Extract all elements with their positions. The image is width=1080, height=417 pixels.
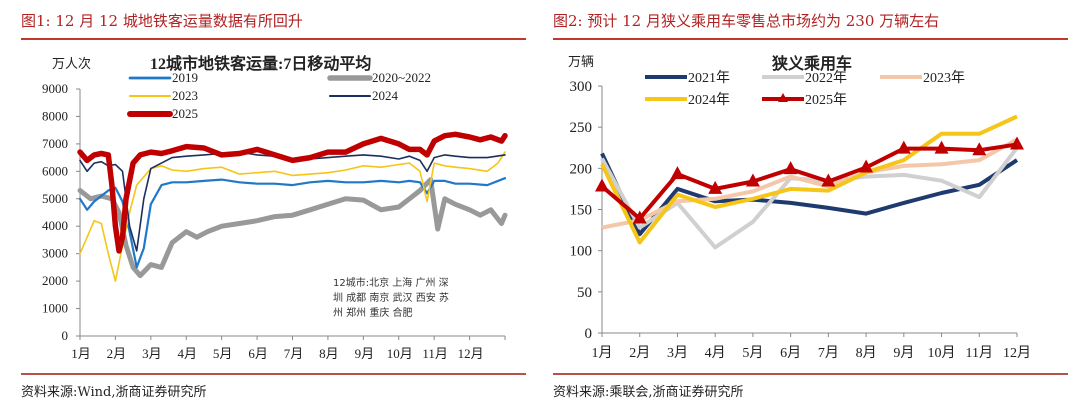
x-tick-label: 6月 bbox=[248, 346, 268, 361]
data-point-marker bbox=[821, 173, 836, 187]
series-line-2025年 bbox=[600, 142, 1018, 221]
figure-1-bottom-rule bbox=[21, 373, 526, 375]
x-tick-label: 1月 bbox=[71, 346, 91, 361]
data-point-marker bbox=[783, 161, 798, 175]
city-note: 12城市:北京 上海 广州 深 圳 成都 南京 武汉 西安 苏 州 郑州 重庆 … bbox=[333, 276, 449, 319]
x-tick-label: 2月 bbox=[107, 346, 127, 361]
city-note-line: 圳 成都 南京 武汉 西安 苏 bbox=[333, 291, 449, 304]
series-lines bbox=[595, 114, 1024, 250]
series-line-2025 bbox=[77, 131, 508, 254]
x-tick-label: 4月 bbox=[177, 346, 197, 361]
y-tick-label: 5000 bbox=[42, 191, 68, 206]
y-tick-label: 50 bbox=[577, 285, 592, 301]
x-tick-label: 12月 bbox=[1003, 345, 1031, 361]
legend-label: 2020~2022 bbox=[372, 70, 431, 85]
y-tick-label: 250 bbox=[570, 120, 593, 136]
figure-2-panel: 图2: 预计 12 月狭义乘用车零售总市场约为 230 万辆左右 万辆 狭义乘用… bbox=[540, 0, 1080, 417]
y-tick-label: 3000 bbox=[42, 246, 68, 261]
x-tick-label: 12月 bbox=[458, 346, 484, 361]
x-tick-label: 6月 bbox=[780, 345, 801, 361]
y-axis-unit: 万辆 bbox=[568, 54, 594, 69]
legend: 2019 2020~2022 2023 2024 2025 bbox=[127, 70, 431, 121]
legend: 2021年 2022年 2023年 2024年 2025年 bbox=[645, 70, 965, 108]
data-point-marker bbox=[745, 173, 760, 187]
x-tick-label: 10月 bbox=[387, 346, 413, 361]
x-tick-label: 9月 bbox=[893, 345, 914, 361]
city-note-line: 州 郑州 重庆 合肥 bbox=[333, 306, 413, 319]
x-tick-label: 5月 bbox=[213, 346, 233, 361]
figure-1-title: 图1: 12 月 12 城地铁客运量数据有所回升 bbox=[21, 12, 303, 30]
passenger-car-chart: 万辆 狭义乘用车 2021年 2022年 2023年 2024年 2025年 0 50 10… bbox=[568, 54, 1032, 361]
data-point-marker bbox=[934, 140, 949, 154]
x-tick-label: 3月 bbox=[667, 345, 688, 361]
data-point-marker bbox=[1010, 136, 1024, 150]
series-lines bbox=[77, 131, 508, 282]
x-tick-label: 2月 bbox=[629, 345, 650, 361]
y-tick-label: 1000 bbox=[42, 301, 68, 316]
x-tick-label: 9月 bbox=[355, 346, 375, 361]
data-point-marker bbox=[670, 166, 685, 180]
x-tick-label: 3月 bbox=[142, 346, 162, 361]
legend-label: 2024年 bbox=[688, 92, 730, 108]
data-point-marker bbox=[972, 142, 987, 156]
y-tick-label: 4000 bbox=[42, 218, 68, 233]
x-tick-label: 1月 bbox=[592, 345, 613, 361]
y-tick-label: 9000 bbox=[42, 81, 68, 96]
legend-label: 2021年 bbox=[688, 70, 730, 86]
series-line-2021年 bbox=[600, 152, 1019, 237]
figure-1-panel: 图1: 12 月 12 城地铁客运量数据有所回升 万人次 12城市地铁客运量:7… bbox=[21, 12, 526, 400]
x-tick-label: 4月 bbox=[705, 345, 726, 361]
axes: 0 50 100 150 200 250 300 1月 2月 3月 4月 5月 6月 7月 8月 9月 10月 1… bbox=[570, 79, 1032, 361]
y-tick-label: 150 bbox=[570, 203, 593, 219]
y-tick-label: 0 bbox=[62, 328, 69, 343]
y-tick-label: 300 bbox=[570, 79, 593, 95]
x-tick-label: 11月 bbox=[422, 346, 448, 361]
y-tick-label: 6000 bbox=[42, 163, 68, 178]
legend-label: 2025 bbox=[172, 106, 198, 121]
x-tick-label: 8月 bbox=[856, 345, 877, 361]
legend-label: 2025年 bbox=[805, 92, 847, 108]
figure-2-title-rule bbox=[553, 38, 1068, 40]
data-point-marker bbox=[632, 210, 647, 224]
legend-label: 2023年 bbox=[923, 70, 965, 86]
series-line-2024年 bbox=[600, 114, 1018, 245]
data-point-marker bbox=[859, 159, 874, 173]
data-point-marker bbox=[595, 178, 609, 192]
legend-marker bbox=[778, 93, 788, 102]
figure-1-source: 资料来源:Wind,浙商证券研究所 bbox=[21, 385, 207, 400]
x-tick-label: 8月 bbox=[319, 346, 339, 361]
data-point-marker bbox=[708, 180, 723, 194]
y-tick-label: 200 bbox=[570, 161, 593, 177]
figure-2-title: 图2: 预计 12 月狭义乘用车零售总市场约为 230 万辆左右 bbox=[553, 12, 940, 30]
y-tick-label: 0 bbox=[585, 326, 593, 342]
x-tick-label: 11月 bbox=[966, 345, 993, 361]
series-line-2020-2022 bbox=[77, 177, 508, 279]
figure-1-title-rule bbox=[21, 38, 526, 40]
legend-label: 2024 bbox=[372, 88, 399, 103]
y-tick-label: 7000 bbox=[42, 136, 68, 151]
y-tick-label: 100 bbox=[570, 244, 593, 260]
y-tick-label: 8000 bbox=[42, 108, 68, 123]
series-line-2024 bbox=[79, 151, 506, 252]
data-point-marker bbox=[896, 140, 911, 154]
chart-title: 12城市地铁客运量:7日移动平均 bbox=[150, 54, 371, 73]
figure-2-source: 资料来源:乘联会,浙商证券研究所 bbox=[553, 385, 744, 400]
x-tick-label: 7月 bbox=[818, 345, 839, 361]
city-note-line: 12城市:北京 上海 广州 深 bbox=[333, 276, 449, 289]
legend-label: 2022年 bbox=[805, 70, 847, 86]
y-axis-unit: 万人次 bbox=[52, 56, 91, 71]
y-tick-label: 2000 bbox=[42, 273, 68, 288]
x-tick-label: 5月 bbox=[742, 345, 763, 361]
x-tick-label: 7月 bbox=[284, 346, 304, 361]
chart-title: 狭义乘用车 bbox=[771, 54, 852, 73]
legend-label: 2019 bbox=[172, 70, 198, 85]
figure-2-bottom-rule bbox=[553, 373, 1068, 375]
legend-label: 2023 bbox=[172, 88, 198, 103]
axes: 0 1000 2000 3000 4000 5000 6000 7000 8000 9000 1月 2… bbox=[42, 81, 506, 361]
x-tick-label: 10月 bbox=[928, 345, 956, 361]
